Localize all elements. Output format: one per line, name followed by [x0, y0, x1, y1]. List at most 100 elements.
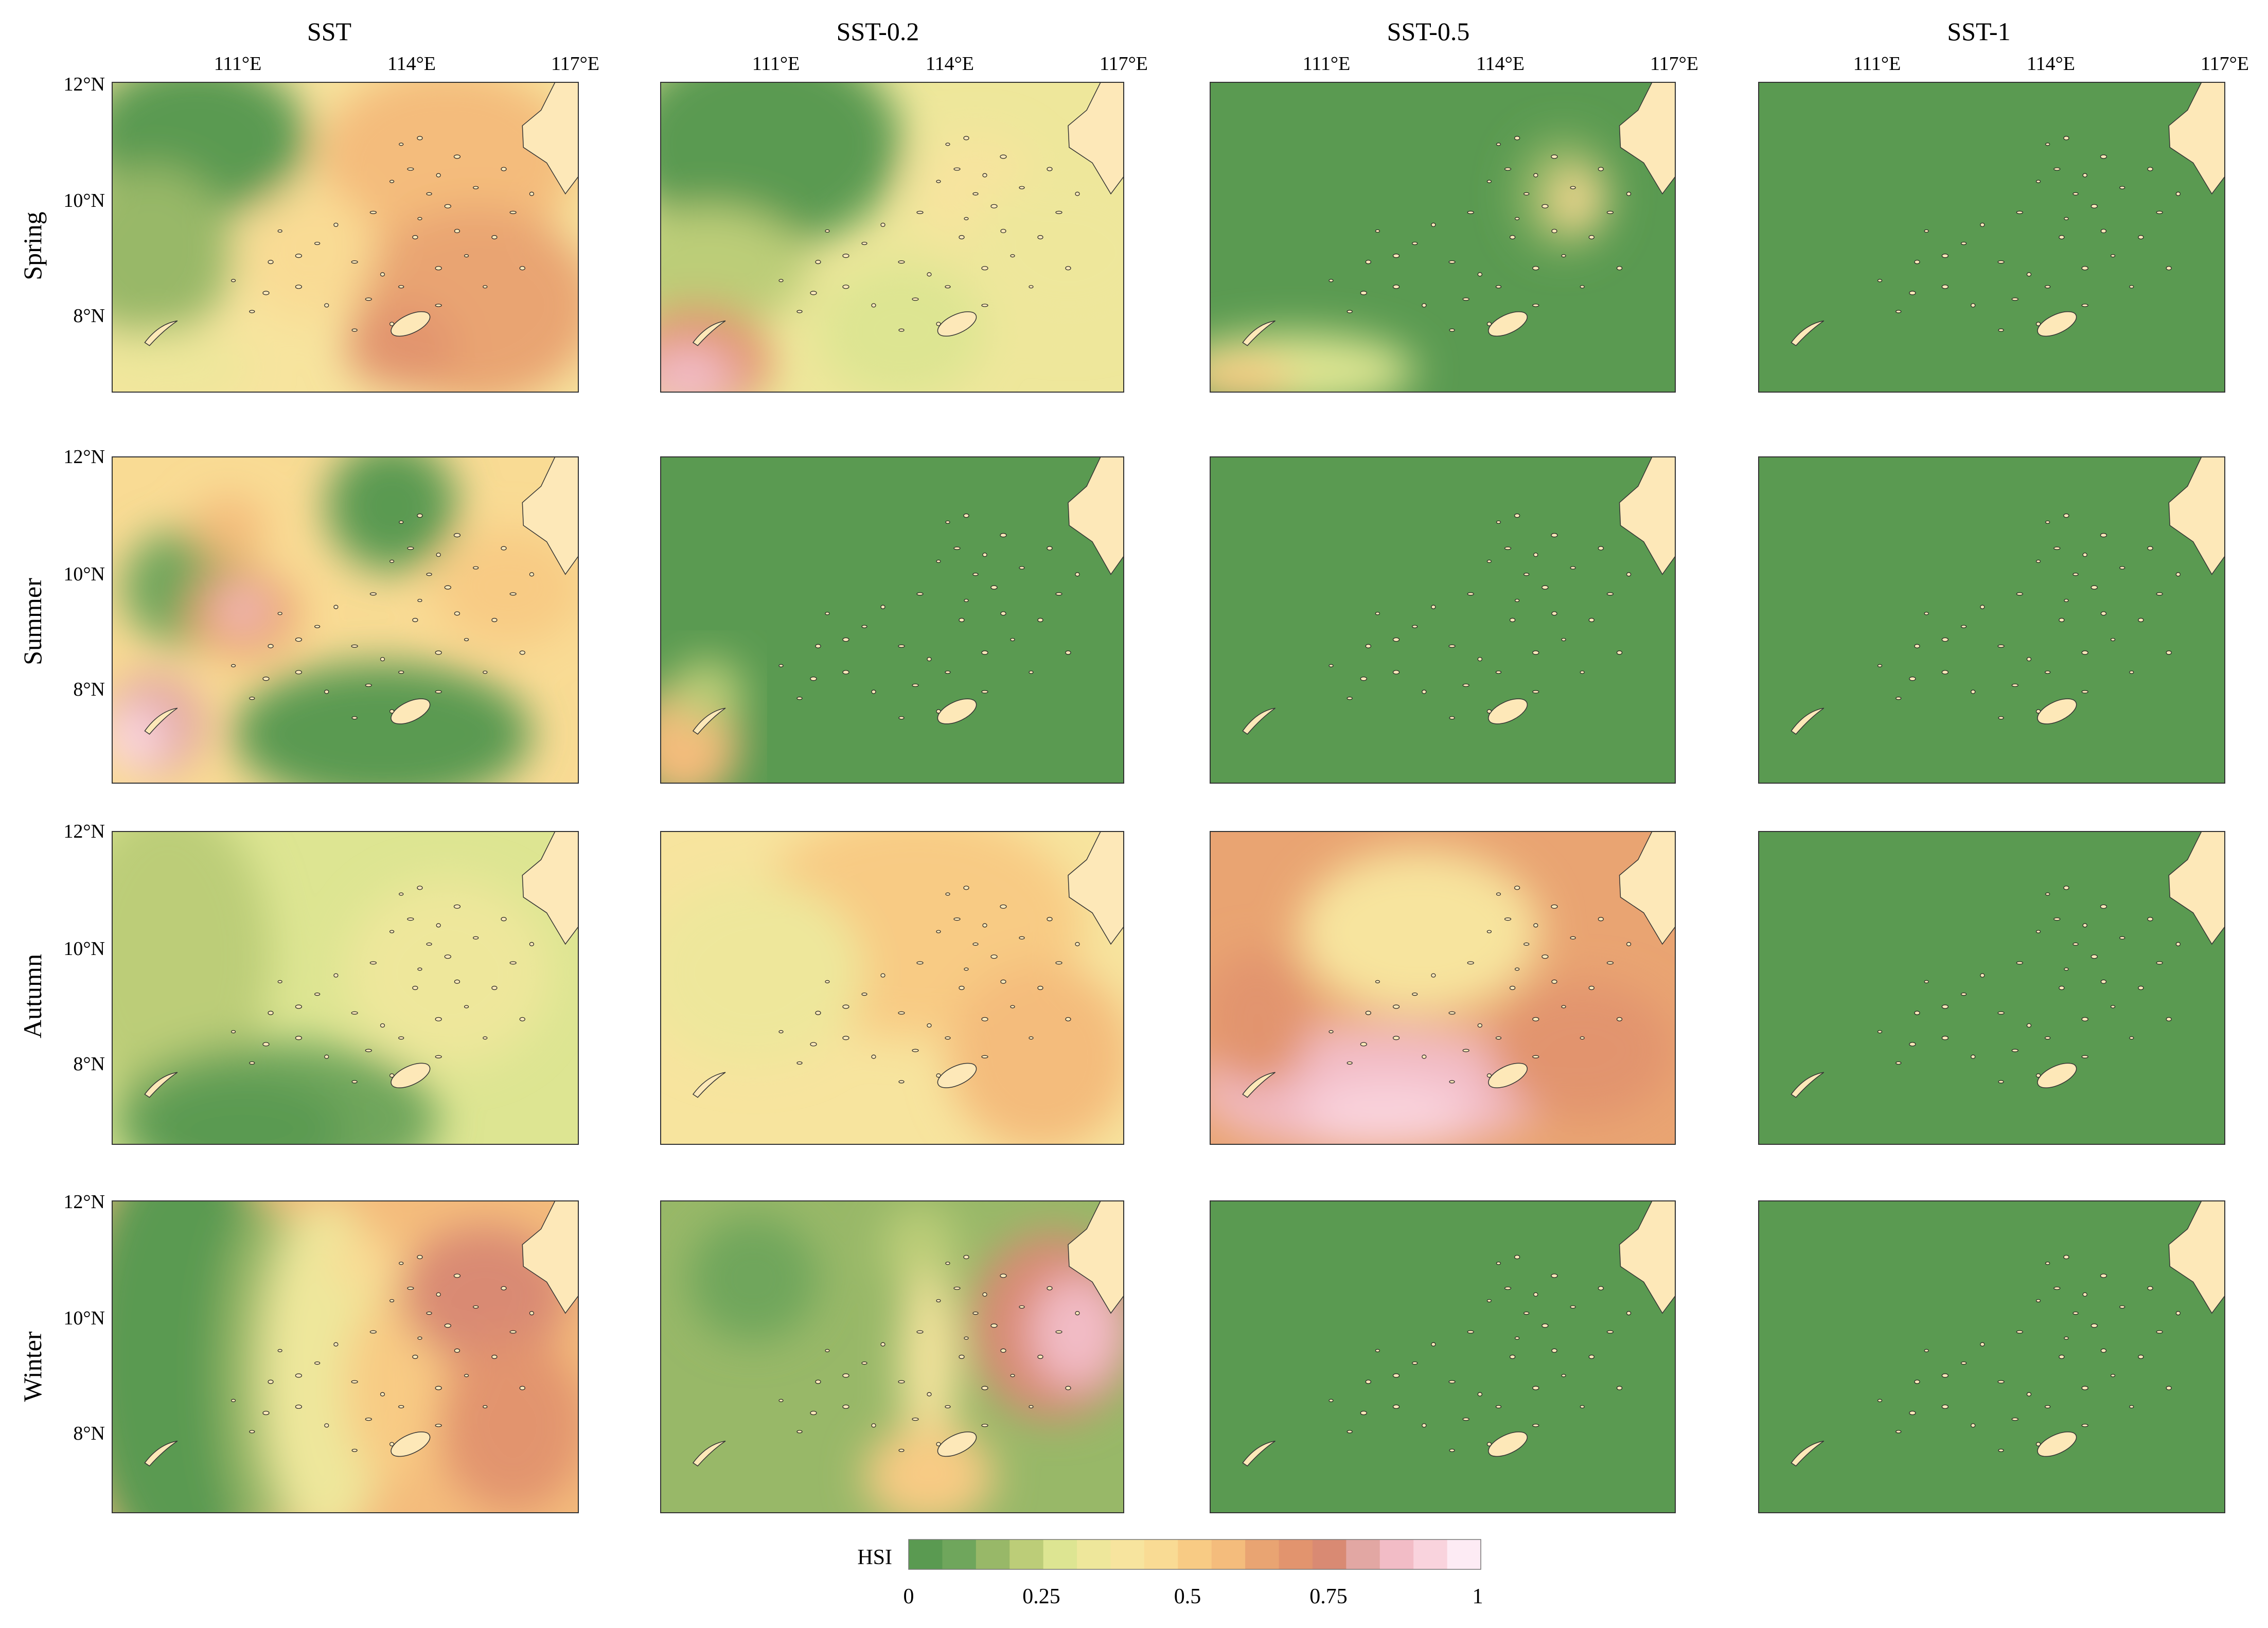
atoll: [1961, 625, 1967, 628]
atoll: [936, 1299, 941, 1303]
atoll: [1495, 1036, 1502, 1040]
atoll: [1980, 1342, 1985, 1347]
atoll: [1533, 923, 1538, 928]
atoll: [1037, 617, 1043, 623]
atoll: [435, 304, 442, 307]
atoll: [1580, 285, 1585, 289]
atoll: [389, 180, 395, 183]
hsi-zone: [345, 878, 551, 1066]
lon-tick: 117°E: [1100, 53, 1148, 75]
coastline-land: [2168, 831, 2225, 945]
atoll: [1971, 689, 1976, 694]
atoll: [351, 1380, 358, 1384]
atoll: [1914, 1379, 1920, 1384]
atoll: [2045, 1262, 2050, 1265]
atoll: [380, 1023, 385, 1028]
atoll: [936, 1442, 941, 1446]
hsi-background: [1759, 457, 2225, 783]
atoll: [389, 930, 395, 933]
atoll: [825, 980, 830, 983]
atoll: [1365, 260, 1371, 264]
atoll: [1504, 546, 1512, 550]
atoll: [2138, 617, 2144, 623]
atoll: [1019, 186, 1025, 189]
atoll: [453, 904, 461, 909]
atoll: [1365, 1379, 1371, 1384]
atoll: [778, 1030, 784, 1034]
atoll: [1941, 1404, 1948, 1409]
atoll: [1365, 644, 1371, 648]
atoll: [990, 954, 998, 959]
atoll: [1393, 1036, 1400, 1040]
colorbar-cell: [1379, 1539, 1414, 1569]
atoll: [1514, 1254, 1520, 1260]
atoll: [295, 1404, 303, 1409]
atoll: [1375, 612, 1380, 615]
island: [692, 1072, 726, 1098]
atoll: [1360, 291, 1367, 295]
atoll: [333, 973, 339, 978]
atoll: [1510, 617, 1516, 623]
atoll: [1570, 566, 1576, 570]
atoll: [1467, 210, 1474, 214]
atoll: [231, 279, 236, 282]
colorbar-cell: [1279, 1539, 1313, 1569]
lon-tick: 117°E: [1650, 53, 1698, 75]
atoll: [1551, 1348, 1557, 1353]
panel-frame: [1758, 1200, 2225, 1513]
atoll: [916, 592, 924, 596]
lat-tick: 12°N: [63, 821, 105, 842]
atoll: [1486, 180, 1492, 183]
atoll: [491, 235, 498, 240]
atoll: [399, 892, 404, 896]
colorbar-tick-label: 0.75: [1309, 1585, 1348, 1608]
atoll: [1541, 1323, 1549, 1328]
atoll: [825, 229, 830, 233]
atoll: [2053, 917, 2061, 921]
island: [1488, 1431, 1528, 1457]
atoll: [825, 612, 830, 615]
atoll: [1422, 303, 1427, 308]
atoll: [916, 961, 924, 965]
panel-frame: [1758, 831, 2225, 1145]
atoll: [2011, 1049, 2018, 1052]
atoll: [912, 683, 919, 687]
atoll: [295, 637, 303, 642]
atoll: [314, 1361, 321, 1365]
atoll: [1346, 310, 1353, 313]
atoll: [936, 559, 941, 563]
atoll: [880, 605, 885, 609]
atoll: [912, 1418, 919, 1421]
atoll: [2090, 204, 2098, 208]
hsi-zone: [219, 590, 266, 630]
atoll: [1941, 285, 1948, 289]
coastline-land: [522, 457, 578, 575]
atoll: [2016, 210, 2023, 214]
atoll: [1486, 1299, 1492, 1303]
atoll: [1486, 559, 1492, 563]
atoll: [953, 546, 961, 550]
atoll: [945, 1036, 951, 1040]
island: [144, 707, 178, 735]
atoll: [435, 1055, 442, 1058]
atoll: [412, 985, 418, 990]
atoll: [501, 167, 507, 171]
atoll: [1075, 942, 1080, 946]
atoll: [444, 585, 451, 590]
colorbar-cell: [1043, 1539, 1077, 1569]
atoll: [981, 690, 988, 694]
hsi-zone: [434, 528, 578, 646]
atoll: [871, 689, 876, 694]
atoll: [268, 1011, 274, 1015]
lat-tick: 10°N: [63, 190, 105, 211]
atoll: [2053, 546, 2061, 550]
hsi-zone: [818, 262, 985, 392]
atoll: [333, 1342, 339, 1347]
colorbar-tick-label: 0.5: [1174, 1585, 1201, 1608]
atoll: [473, 566, 479, 570]
atoll: [1000, 533, 1007, 538]
atoll: [1029, 1405, 1034, 1409]
atoll: [249, 310, 255, 313]
atoll: [1533, 173, 1538, 178]
atoll: [1449, 716, 1455, 720]
